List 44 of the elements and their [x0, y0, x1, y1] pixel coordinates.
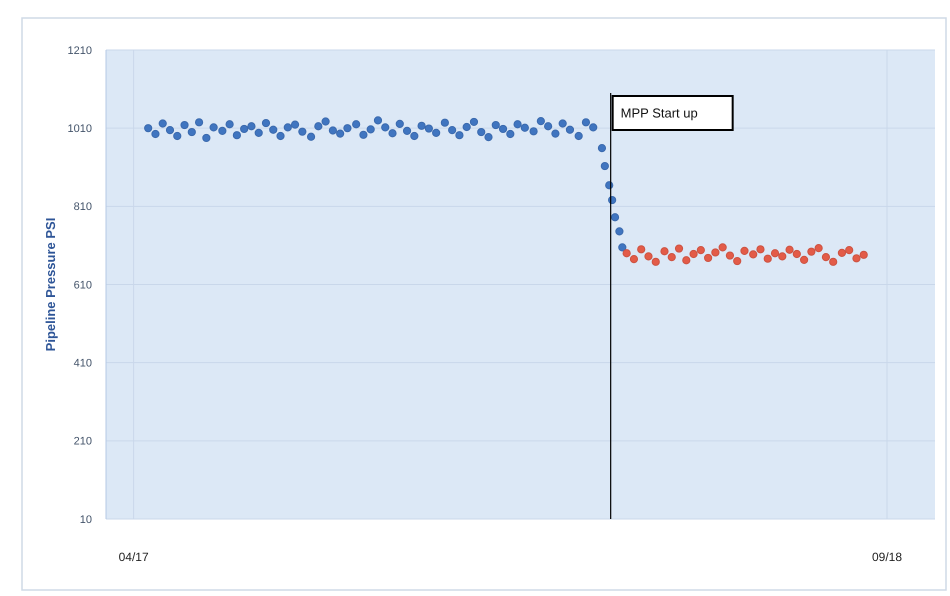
point	[711, 248, 720, 257]
point	[637, 245, 646, 254]
point	[740, 246, 749, 255]
point	[668, 253, 676, 262]
point	[682, 256, 690, 264]
x-tick-label: 09/18	[872, 550, 902, 564]
point	[764, 254, 772, 263]
point	[622, 249, 631, 258]
ref-line-label: MPP Start up	[620, 106, 698, 121]
point	[778, 252, 786, 260]
point	[860, 250, 868, 259]
point	[630, 254, 638, 264]
point	[718, 243, 727, 252]
x-tick-label: 04/17	[118, 550, 149, 564]
point	[749, 250, 758, 259]
point	[829, 258, 838, 266]
y-tick-label: 10	[80, 514, 92, 526]
point	[807, 248, 816, 256]
y-tick-label: 210	[74, 436, 92, 448]
point	[674, 244, 684, 253]
point	[845, 246, 854, 254]
point	[696, 246, 705, 254]
point	[785, 246, 794, 254]
point	[733, 256, 742, 266]
point	[704, 254, 712, 262]
point	[792, 250, 801, 258]
point	[652, 258, 660, 266]
y-tick-label: 410	[74, 358, 92, 370]
point	[689, 250, 698, 258]
y-tick-label: 810	[74, 201, 92, 214]
point	[800, 256, 808, 264]
point	[644, 252, 653, 260]
point	[770, 249, 780, 258]
point	[756, 245, 765, 254]
y-tick-label: 1210	[68, 44, 92, 57]
y-axis-title: Pipeline Pressure PSI	[43, 218, 58, 352]
point	[852, 254, 861, 262]
y-tick-label: 1010	[68, 123, 92, 136]
point	[814, 244, 823, 252]
y-tick-label: 610	[74, 279, 92, 292]
point	[838, 248, 846, 257]
point	[660, 247, 669, 256]
point	[822, 253, 830, 262]
point	[726, 251, 734, 260]
